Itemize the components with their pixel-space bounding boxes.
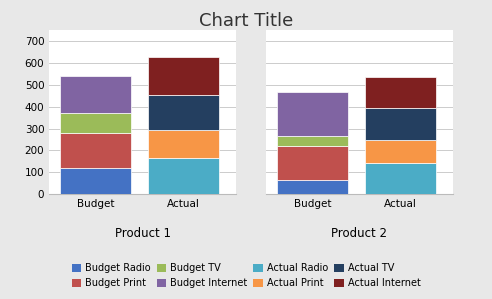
Bar xyxy=(365,77,436,108)
Text: Product 1: Product 1 xyxy=(115,227,171,240)
Legend: Budget Radio, Budget Print, Budget TV, Budget Internet, Actual Radio, Actual Pri: Budget Radio, Budget Print, Budget TV, B… xyxy=(68,260,424,291)
Bar xyxy=(277,180,348,194)
Bar xyxy=(365,108,436,140)
Bar xyxy=(148,94,219,130)
Text: Chart Title: Chart Title xyxy=(199,12,293,30)
Bar xyxy=(61,76,131,113)
Bar xyxy=(148,158,219,194)
Bar xyxy=(61,113,131,133)
Text: Product 2: Product 2 xyxy=(331,227,387,240)
Bar xyxy=(61,168,131,194)
Bar xyxy=(277,136,348,146)
Bar xyxy=(277,92,348,136)
Bar xyxy=(277,146,348,180)
Bar xyxy=(148,130,219,158)
Bar xyxy=(61,133,131,168)
Bar xyxy=(365,140,436,163)
Bar xyxy=(365,163,436,194)
Bar xyxy=(148,57,219,94)
